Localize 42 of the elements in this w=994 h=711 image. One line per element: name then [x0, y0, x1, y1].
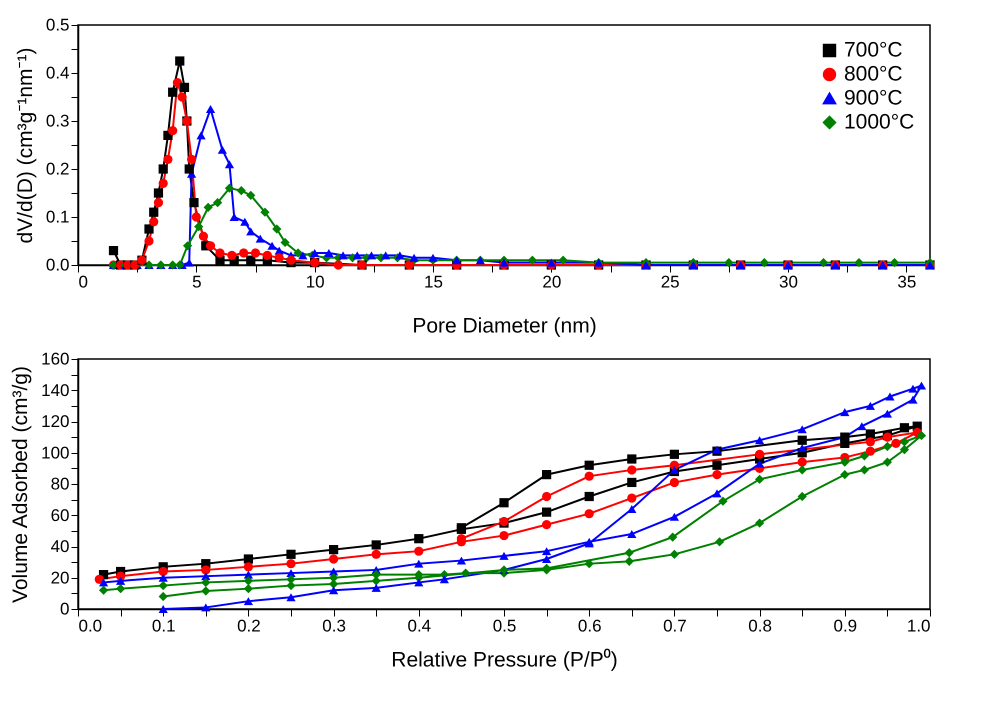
x-tick-label: 1.0	[906, 616, 930, 636]
y-tick-label: 0.5	[46, 16, 70, 34]
x-tick-label: 20	[542, 272, 562, 292]
y-tick-label: 0.4	[46, 64, 70, 82]
legend-label: 800°C	[844, 62, 903, 86]
y-tick-label: 0.0	[46, 256, 70, 274]
x-tick-label: 0.1	[152, 616, 176, 636]
y-tick-label: 40	[50, 537, 70, 556]
y-tick-label: 160	[41, 350, 70, 368]
x-tick-label: 0.8	[748, 616, 772, 636]
y-tick-label: 140	[41, 380, 70, 400]
x-tick-label: 0.7	[663, 616, 687, 636]
y-axis-title: Volume Adsorbed (cm³/g)	[9, 366, 32, 603]
y-tick-label: 60	[50, 506, 70, 525]
y-tick-label: 80	[50, 474, 70, 494]
y-tick-label: 0.3	[46, 112, 70, 130]
y-tick-label: 100	[41, 443, 70, 462]
x-tick-label: 10	[306, 272, 325, 292]
y-tick-label: 20	[50, 568, 70, 588]
x-tick-label: 25	[660, 272, 680, 292]
legend-label: 1000°C	[844, 110, 914, 134]
x-tick-label: 15	[424, 272, 443, 292]
x-tick-label: 0.3	[322, 616, 346, 636]
x-tick-label: 0.9	[833, 616, 858, 636]
y-tick-label: 0.1	[46, 208, 70, 226]
x-tick-label: 30	[779, 272, 798, 292]
x-tick-label: 0.5	[492, 616, 516, 636]
y-tick-label: 0.2	[46, 160, 70, 178]
x-tick-label: 35	[897, 272, 916, 292]
x-tick-label: 0	[78, 272, 88, 292]
y-axis-title: dV/d(D) (cm³g⁻¹nm⁻¹)	[14, 48, 37, 244]
x-tick-label: 0.0	[78, 616, 102, 636]
x-tick-label: 0.6	[578, 616, 602, 636]
x-axis-title: Relative Pressure (P/P⁰)	[391, 648, 618, 672]
x-axis-title: Pore Diameter (nm)	[412, 314, 597, 338]
legend-label: 700°C	[844, 38, 903, 62]
x-tick-label: 0.2	[237, 616, 261, 636]
y-tick-label: 120	[41, 412, 70, 431]
legend-label: 900°C	[844, 86, 903, 110]
y-tick-label: 0	[60, 600, 70, 618]
x-tick-label: 0.4	[407, 616, 432, 636]
x-tick-label: 5	[192, 272, 202, 292]
